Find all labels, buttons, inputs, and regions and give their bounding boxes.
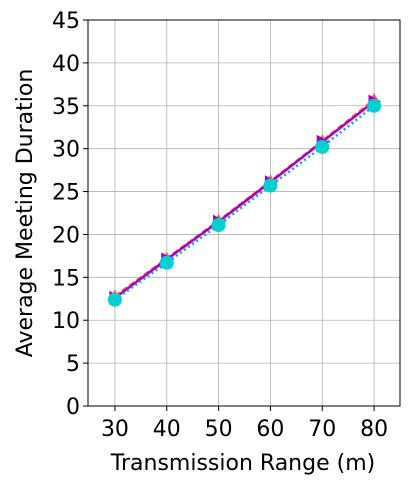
- y-tick-label: 10: [52, 309, 80, 334]
- x-tick-label: 50: [205, 417, 233, 442]
- series-line: [114, 104, 375, 301]
- marker: [107, 292, 122, 307]
- y-tick-label: 25: [52, 181, 80, 206]
- x-axis-label: Transmission Range (m): [110, 451, 375, 476]
- x-tick-label: 30: [101, 417, 129, 442]
- series-line: [114, 100, 375, 299]
- y-tick-label: 20: [52, 223, 80, 248]
- marker: [263, 178, 278, 193]
- y-tick-label: 40: [52, 52, 80, 77]
- y-tick-label: 30: [52, 138, 80, 163]
- marker: [367, 98, 382, 113]
- x-tick-label: 80: [360, 417, 388, 442]
- marker: [159, 255, 174, 270]
- series-line: [114, 98, 375, 298]
- x-tick-label: 40: [153, 417, 181, 442]
- y-tick-label: 35: [52, 95, 80, 120]
- x-tick-label: 70: [308, 417, 336, 442]
- y-tick-label: 0: [66, 395, 80, 420]
- marker: [315, 139, 330, 154]
- y-tick-label: 15: [52, 266, 80, 291]
- marker: [211, 218, 226, 233]
- x-tick-label: 60: [256, 417, 284, 442]
- y-tick-label: 45: [52, 9, 80, 34]
- y-axis-label: Average Meeting Duration: [13, 69, 38, 358]
- plot-frame: [87, 19, 401, 407]
- y-tick-label: 5: [66, 352, 80, 377]
